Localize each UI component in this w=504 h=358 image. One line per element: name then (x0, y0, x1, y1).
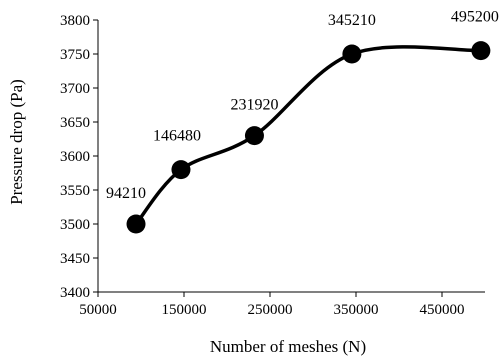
x-tick-label: 250000 (248, 302, 293, 318)
x-axis-title: Number of meshes (N) (210, 337, 366, 356)
x-tick-label: 350000 (334, 302, 379, 318)
data-label: 94210 (106, 185, 146, 202)
x-tick-label: 150000 (162, 302, 207, 318)
y-tick-label: 3700 (60, 81, 90, 97)
plot-area: 94210 146480 231920 345210 495200 (106, 9, 499, 234)
data-point (126, 214, 146, 234)
y-tick-label: 3650 (60, 115, 90, 131)
y-tick-label: 3550 (60, 183, 90, 199)
y-tick-label: 3400 (60, 285, 90, 301)
data-point (171, 160, 191, 180)
x-tick-label: 50000 (79, 302, 117, 318)
data-label: 495200 (451, 9, 499, 26)
x-tick-label: 450000 (420, 302, 465, 318)
data-label: 345210 (328, 12, 376, 29)
data-label: 231920 (230, 97, 278, 114)
data-point (244, 126, 264, 146)
y-tick-label: 3750 (60, 47, 90, 63)
y-tick-label: 3500 (60, 217, 90, 233)
x-axis: 50000 150000 250000 350000 450000 (79, 291, 485, 318)
y-tick-label: 3450 (60, 251, 90, 267)
y-tick-label: 3800 (60, 13, 90, 29)
series-line (134, 45, 481, 226)
y-tick-label: 3600 (60, 149, 90, 165)
data-point (342, 44, 362, 64)
data-label: 146480 (153, 128, 201, 145)
y-axis: 3400 3450 3500 3550 3600 3650 3700 3750 3800 (60, 13, 99, 301)
y-axis-title: Pressure drop (Pa) (7, 79, 26, 205)
data-point (471, 41, 491, 61)
